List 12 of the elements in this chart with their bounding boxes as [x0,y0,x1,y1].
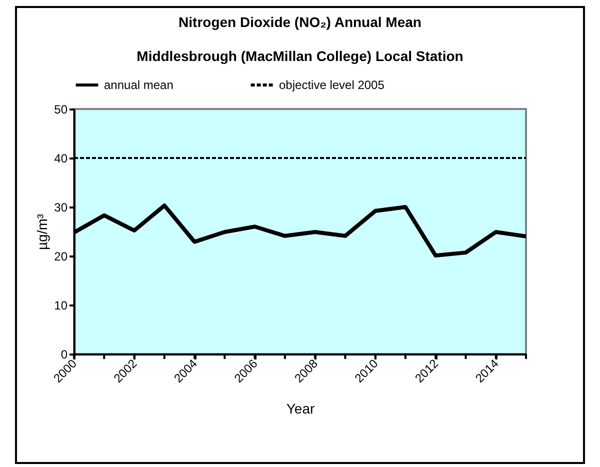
y-tick-label: 30 [54,200,68,214]
y-tick-label: 20 [54,250,68,264]
y-axis-title: µg/m³ [34,214,50,250]
y-tick-label: 40 [54,152,68,166]
legend-label: annual mean [104,78,174,92]
y-tick-label: 50 [54,102,68,116]
chart-subtitle: Middlesbrough (MacMillan College) Local Station [136,48,464,64]
legend-label: objective level 2005 [279,78,385,92]
y-tick-label: 10 [54,298,68,312]
y-tick-label: 0 [60,348,68,362]
chart-title: Nitrogen Dioxide (NO₂) Annual Mean [178,14,422,30]
x-axis-title: Year [286,400,315,417]
